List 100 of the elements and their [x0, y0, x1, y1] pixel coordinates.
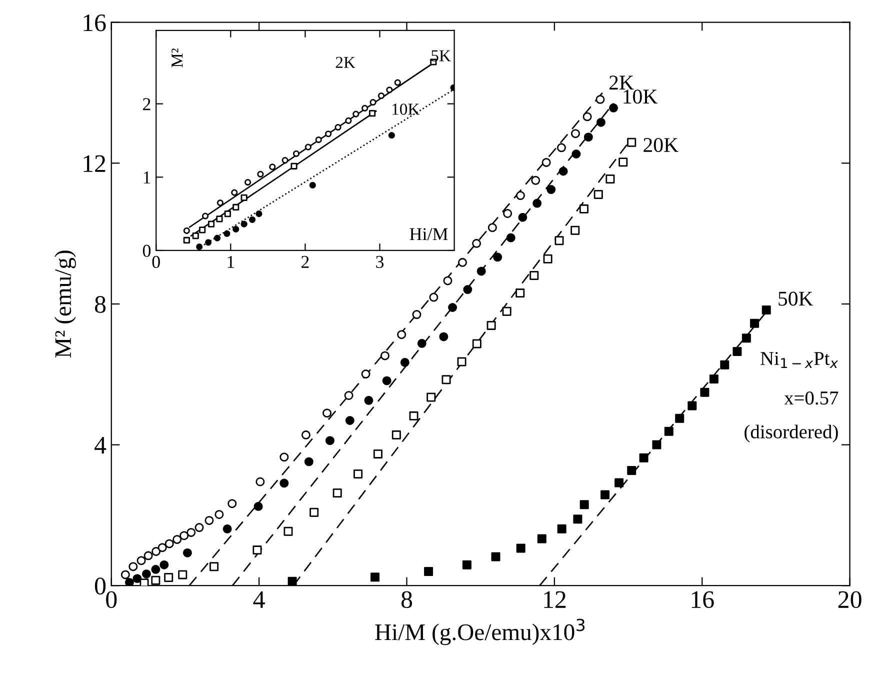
point [216, 200, 224, 206]
y-tick-label: 12 [84, 155, 106, 172]
legend-label: 10K [392, 104, 420, 115]
point [142, 569, 151, 578]
point [458, 258, 468, 267]
point [429, 292, 438, 302]
point [378, 92, 385, 100]
annotation: (disordered) [744, 424, 838, 442]
point [284, 526, 293, 536]
point [310, 508, 319, 517]
point [210, 562, 219, 572]
point [530, 270, 539, 280]
legend-label: 50K [778, 292, 814, 306]
point [439, 332, 448, 342]
x-axis-title: Hi/M [410, 228, 448, 240]
point [516, 191, 525, 200]
point [192, 232, 199, 240]
point [120, 570, 130, 580]
point [600, 490, 610, 500]
point [183, 236, 190, 244]
point [204, 516, 214, 525]
point [224, 230, 230, 237]
series-label: 20K [644, 138, 678, 152]
point [532, 198, 542, 208]
point [573, 514, 582, 524]
point [304, 144, 312, 150]
point [301, 430, 310, 440]
y-tick-label: 0 [94, 578, 106, 595]
x-tick-label: 2 [301, 256, 309, 268]
point [202, 212, 209, 220]
point [503, 209, 512, 218]
x-tick-label: 4 [253, 591, 265, 608]
point [442, 375, 451, 384]
point [382, 376, 392, 386]
point [386, 86, 393, 94]
point [325, 436, 334, 446]
point [151, 564, 160, 574]
point [252, 546, 262, 555]
y-axis-title: M² [172, 48, 183, 68]
point [222, 524, 232, 534]
point [675, 414, 684, 423]
x-tick-label: 0 [106, 591, 117, 608]
point [380, 351, 390, 360]
point [688, 401, 697, 410]
point [124, 578, 134, 586]
y-tick-label: 4 [94, 437, 106, 454]
point [709, 374, 718, 384]
point [368, 110, 376, 117]
point [762, 305, 771, 314]
point [664, 426, 674, 436]
point [493, 252, 502, 262]
y-tick-label: 2 [143, 98, 150, 110]
point [516, 544, 526, 553]
point [596, 118, 606, 127]
x-axis-title: Hi/M (g.Oe/emu)x10$^{3}$ [375, 618, 585, 646]
point [488, 223, 497, 232]
point [448, 302, 458, 312]
point [144, 551, 153, 560]
point [472, 238, 482, 248]
point [256, 210, 262, 218]
point [128, 562, 138, 572]
point [248, 216, 256, 223]
point [546, 185, 556, 194]
point [720, 360, 730, 370]
point [208, 220, 215, 228]
point [531, 176, 540, 185]
point [516, 288, 525, 298]
x-tick-label: 3 [376, 256, 384, 268]
point [417, 338, 426, 348]
point [361, 370, 370, 379]
point [352, 110, 360, 118]
point [400, 358, 410, 367]
point [199, 226, 206, 234]
point [457, 357, 466, 366]
point [332, 488, 342, 498]
point [257, 170, 264, 178]
point [172, 534, 182, 544]
point [136, 556, 146, 566]
point [151, 576, 160, 585]
y-tick-label: 16 [84, 14, 106, 32]
point [572, 150, 581, 159]
point [280, 478, 289, 488]
point [345, 117, 352, 124]
point [639, 453, 648, 462]
point [373, 449, 382, 458]
point [502, 306, 512, 316]
point [292, 150, 300, 157]
point [224, 210, 231, 218]
y-tick-label: 8 [94, 296, 106, 313]
point [518, 212, 528, 222]
point [244, 178, 252, 186]
x-tick-label: 20 [838, 591, 862, 608]
point [280, 452, 289, 462]
point [370, 572, 380, 582]
point [178, 570, 188, 580]
point [164, 573, 174, 582]
point [750, 318, 760, 328]
point [231, 189, 238, 196]
point [370, 99, 376, 106]
point [152, 546, 161, 556]
